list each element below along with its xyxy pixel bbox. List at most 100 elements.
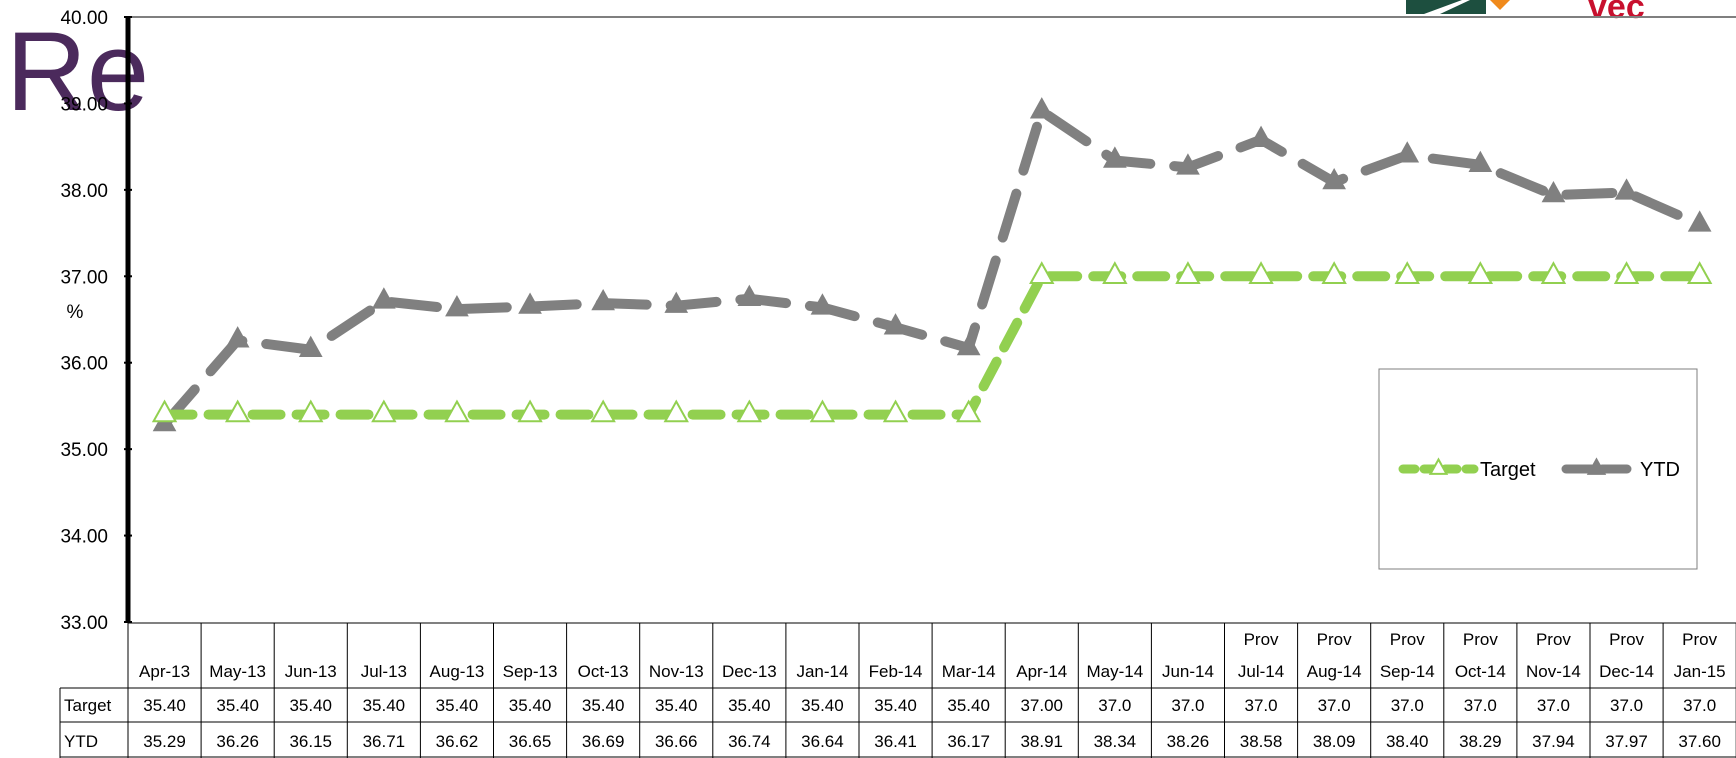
category-label: Jul-13 bbox=[361, 662, 407, 681]
category-label: Jan-15 bbox=[1674, 662, 1726, 681]
data-point-ytd bbox=[1541, 180, 1566, 203]
table-cell-target: 35.40 bbox=[436, 696, 479, 715]
table-cell-ytd: 36.69 bbox=[582, 732, 625, 751]
data-point-ytd bbox=[1103, 146, 1127, 168]
table-cell-ytd: 38.26 bbox=[1167, 732, 1210, 751]
legend-label-ytd: YTD bbox=[1640, 459, 1680, 481]
table-cell-ytd: 38.91 bbox=[1020, 732, 1063, 751]
category-label: Dec-13 bbox=[722, 662, 777, 681]
table-cell-target: 37.0 bbox=[1537, 696, 1570, 715]
category-label: Oct-14 bbox=[1455, 662, 1506, 681]
category-prefix: Prov bbox=[1317, 630, 1352, 649]
table-cell-target: 35.40 bbox=[363, 696, 406, 715]
table-cell-ytd: 36.41 bbox=[874, 732, 917, 751]
table-cell-ytd: 38.40 bbox=[1386, 732, 1429, 751]
table-row-header-ytd: YTD bbox=[64, 732, 98, 751]
slide-title-fragment: Re bbox=[6, 9, 149, 134]
table-cell-target: 35.40 bbox=[143, 696, 186, 715]
category-label: Jul-14 bbox=[1238, 662, 1284, 681]
table-cell-target: 37.0 bbox=[1610, 696, 1643, 715]
table-cell-target: 37.0 bbox=[1171, 696, 1204, 715]
data-point-target bbox=[1540, 261, 1567, 285]
data-point-target bbox=[1102, 261, 1128, 285]
data-point-ytd bbox=[1176, 153, 1200, 175]
data-table: Apr-13 May-13 Jun-13 Jul-13 Aug-13 Sep-13 Oct-… bbox=[59, 622, 1736, 758]
data-point-target bbox=[1686, 261, 1713, 285]
table-cell-ytd: 38.09 bbox=[1313, 732, 1356, 751]
category-label: Dec-14 bbox=[1599, 662, 1654, 681]
data-point-target bbox=[1467, 261, 1494, 285]
data-point-ytd bbox=[518, 292, 542, 314]
table-cell-target: 37.0 bbox=[1098, 696, 1131, 715]
category-label: Apr-13 bbox=[139, 662, 190, 681]
category-label: Mar-14 bbox=[942, 662, 996, 681]
y-tick-label: 38.00 bbox=[60, 181, 108, 202]
y-tick-label: 33.00 bbox=[60, 613, 108, 634]
table-cell-target: 35.40 bbox=[728, 696, 771, 715]
y-axis-label: % bbox=[67, 302, 84, 323]
category-prefix: Prov bbox=[1609, 630, 1644, 649]
table-cell-ytd: 36.66 bbox=[655, 732, 698, 751]
category-label: May-13 bbox=[209, 662, 266, 681]
data-point-ytd bbox=[1249, 125, 1273, 147]
table-cell-target: 35.40 bbox=[947, 696, 990, 715]
data-point-ytd bbox=[883, 313, 908, 335]
legend-marker-target bbox=[1428, 457, 1449, 475]
data-point-ytd bbox=[1468, 150, 1493, 173]
category-prefix: Prov bbox=[1682, 630, 1717, 649]
data-point-target bbox=[736, 399, 763, 423]
category-label: Nov-13 bbox=[649, 662, 704, 681]
data-point-target bbox=[1394, 261, 1420, 285]
data-point-ytd bbox=[1614, 178, 1639, 200]
data-point-target bbox=[809, 399, 836, 423]
data-point-target bbox=[882, 399, 909, 423]
table-cell-ytd: 36.15 bbox=[289, 732, 332, 751]
data-point-ytd bbox=[956, 333, 981, 356]
table-cell-ytd: 36.74 bbox=[728, 732, 771, 751]
category-label: Apr-14 bbox=[1016, 662, 1067, 681]
table-cell-target: 35.40 bbox=[874, 696, 917, 715]
table-cell-target: 35.40 bbox=[509, 696, 552, 715]
table-cell-target: 37.0 bbox=[1683, 696, 1716, 715]
data-point-target bbox=[517, 399, 543, 423]
data-point-target bbox=[298, 399, 324, 423]
table-cell-target: 37.0 bbox=[1318, 696, 1351, 715]
category-label: Jun-13 bbox=[285, 662, 337, 681]
category-label: Nov-14 bbox=[1526, 662, 1581, 681]
data-point-ytd bbox=[225, 326, 250, 348]
data-point-ytd bbox=[810, 293, 835, 315]
category-label: Jan-14 bbox=[796, 662, 848, 681]
data-point-target bbox=[1029, 261, 1055, 285]
table-cell-ytd: 36.64 bbox=[801, 732, 844, 751]
table-cell-ytd: 38.34 bbox=[1094, 732, 1137, 751]
data-point-target bbox=[371, 399, 397, 423]
category-label: Jun-14 bbox=[1162, 662, 1214, 681]
y-tick-label: 35.00 bbox=[60, 440, 108, 461]
y-axis: 33.00 34.00 35.00 36.00 37.00 38.00 39.00 40.00 bbox=[60, 8, 132, 634]
table-cell-ytd: 36.62 bbox=[436, 732, 479, 751]
category-label: Sep-13 bbox=[503, 662, 558, 681]
table-cell-ytd: 36.17 bbox=[947, 732, 990, 751]
series-line-target bbox=[159, 271, 1705, 420]
data-point-ytd bbox=[372, 287, 396, 309]
table-cell-target: 35.40 bbox=[216, 696, 259, 715]
table-cell-ytd: 35.29 bbox=[143, 732, 186, 751]
data-point-ytd bbox=[664, 291, 689, 313]
category-prefix: Prov bbox=[1390, 630, 1425, 649]
data-point-ytd bbox=[445, 295, 469, 317]
table-cell-target: 35.40 bbox=[582, 696, 625, 715]
category-label: Feb-14 bbox=[869, 662, 923, 681]
logo-orange-swoosh bbox=[1490, 0, 1510, 10]
table-row-header-target: Target bbox=[64, 696, 112, 715]
category-prefix: Prov bbox=[1463, 630, 1498, 649]
data-point-target bbox=[590, 399, 616, 423]
category-label: Aug-14 bbox=[1307, 662, 1362, 681]
legend: Target YTD bbox=[1378, 368, 1698, 570]
series-layer bbox=[151, 97, 1713, 432]
table-cell-target: 37.00 bbox=[1020, 696, 1063, 715]
table-cell-ytd: 36.26 bbox=[216, 732, 259, 751]
table-cell-ytd: 36.65 bbox=[509, 732, 552, 751]
y-tick-label: 36.00 bbox=[60, 354, 108, 375]
data-point-target bbox=[1248, 261, 1274, 285]
